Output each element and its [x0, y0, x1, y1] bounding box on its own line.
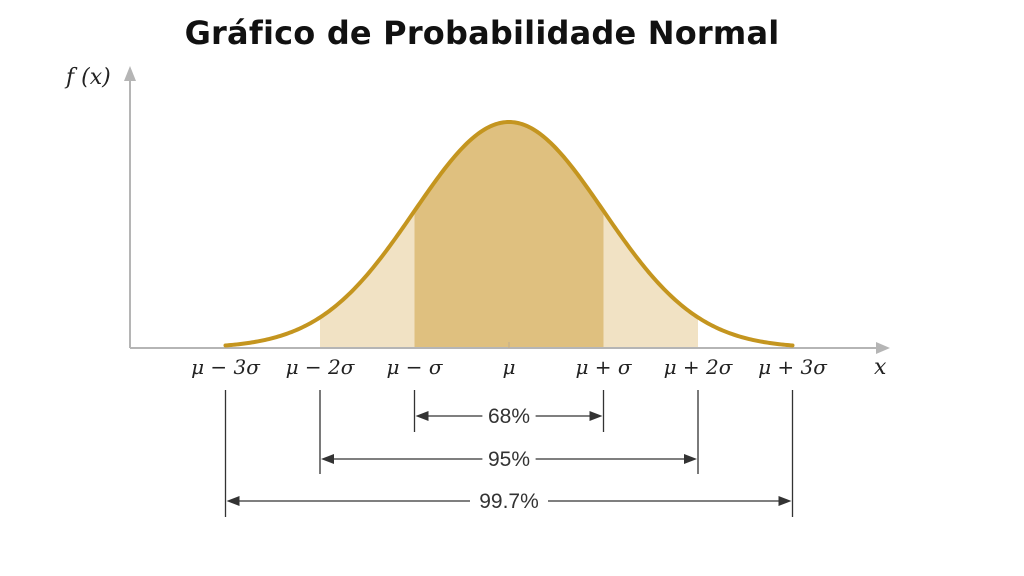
arrowhead-right [684, 454, 697, 464]
interval-brackets: 68% 95% 99.7% [224, 390, 794, 517]
arrowhead-right [778, 496, 792, 506]
interval-label: 95% [488, 448, 530, 471]
interval-label: 68% [488, 405, 530, 428]
arrowhead-left [321, 454, 334, 464]
arrowhead-right [589, 411, 603, 421]
x-tick-label-0: μ − 3σ [191, 355, 261, 379]
x-tick-label-5: μ + 2σ [664, 355, 734, 379]
shaded-region-2 [414, 122, 604, 348]
x-tick-label-1: μ − 2σ [286, 355, 356, 379]
x-axis-label: x [874, 355, 887, 380]
interval-bracket-2: 95% [319, 390, 699, 474]
x-tick-labels: μ − 3σ μ − 2σ μ − σ μ μ + σ μ + 2σ μ + 3σ [191, 355, 828, 379]
y-axis-arrowhead [124, 66, 136, 81]
shaded-regions [320, 122, 698, 348]
interval-bracket-3: 99.7% [224, 390, 794, 517]
chart-title: Gráfico de Probabilidade Normal [184, 14, 780, 52]
axes: f (x) x [64, 65, 890, 380]
x-tick-label-6: μ + 3σ [758, 355, 828, 379]
x-tick-label-4: μ + σ [575, 355, 632, 379]
arrowhead-left [226, 496, 240, 506]
interval-label: 99.7% [479, 490, 539, 513]
x-tick-label-3: μ [503, 355, 516, 379]
arrowhead-left [415, 411, 429, 421]
normal-curve [223, 119, 795, 348]
x-tick-label-2: μ − σ [386, 355, 443, 379]
y-axis-label: f (x) [64, 65, 111, 90]
interval-bracket-1: 68% [413, 390, 605, 432]
x-axis-arrowhead [876, 342, 890, 354]
